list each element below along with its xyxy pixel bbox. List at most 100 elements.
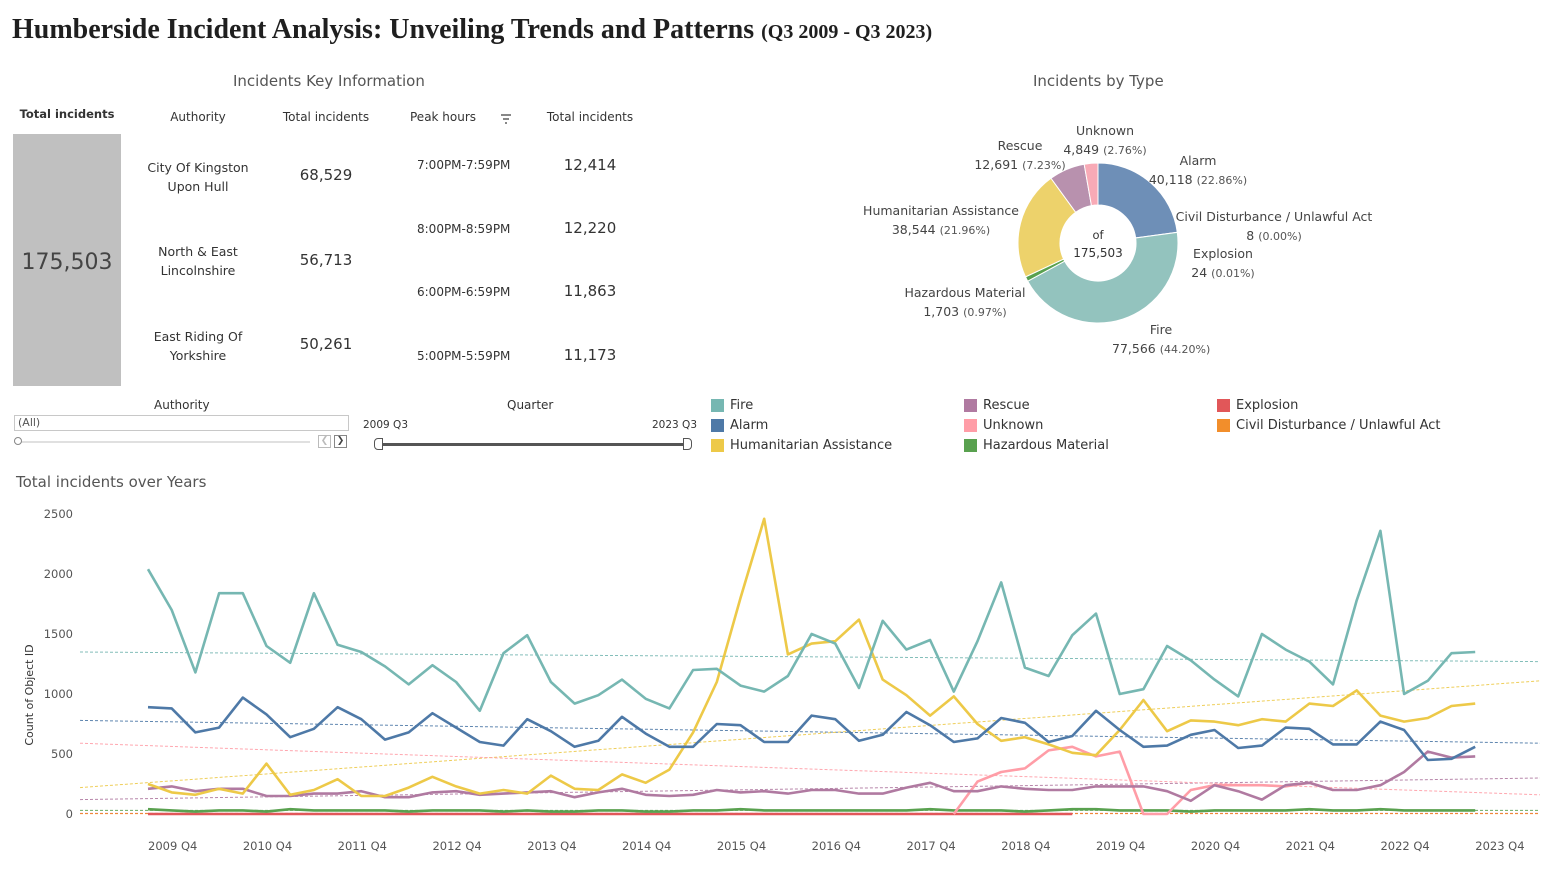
peak-hour[interactable]: 7:00PM-7:59PM <box>417 158 511 172</box>
legend-swatch <box>964 419 977 432</box>
quarter-slider-start-handle[interactable] <box>374 438 383 450</box>
series-line-hazardous-material[interactable] <box>147 807 1476 813</box>
legend-item-civil-disturbance[interactable]: Civil Disturbance / Unlawful Act <box>1217 418 1441 433</box>
x-tick-label: 2014 Q4 <box>622 839 671 853</box>
donut-label-explosion: Explosion 24 (0.01%) <box>1187 244 1259 283</box>
slice-value: 24 <box>1191 265 1208 280</box>
slice-value: 77,566 <box>1112 341 1156 356</box>
authority-filter-input[interactable]: (All) <box>14 415 349 431</box>
y-tick-label: 1000 <box>44 687 73 701</box>
x-tick-label: 2023 Q4 <box>1475 839 1524 853</box>
legend-label: Hazardous Material <box>983 438 1109 453</box>
trend-line <box>79 680 1541 789</box>
authority-name[interactable]: North & East Lincolnshire <box>158 244 238 278</box>
chevron-right-icon[interactable]: ❯ <box>334 435 347 448</box>
y-axis-label: Count of Object ID <box>23 644 36 745</box>
slice-name: Explosion <box>1193 246 1253 261</box>
x-tick-label: 2012 Q4 <box>432 839 481 853</box>
legend-item-unknown[interactable]: Unknown <box>964 418 1043 433</box>
slice-pct: (2.76%) <box>1103 144 1147 157</box>
peak-hour-total: 12,414 <box>563 156 617 174</box>
legend-item-hazardous[interactable]: Hazardous Material <box>964 438 1109 453</box>
slice-value: 40,118 <box>1148 172 1193 187</box>
x-tick-label: 2020 Q4 <box>1191 839 1240 853</box>
series-line-alarm[interactable] <box>147 696 1476 762</box>
x-tick-label: 2017 Q4 <box>906 839 955 853</box>
authority-filter-label: Authority <box>154 398 210 412</box>
legend-item-explosion[interactable]: Explosion <box>1217 398 1298 413</box>
authority-name[interactable]: City Of Kingston Upon Hull <box>147 160 249 194</box>
slice-name: Rescue <box>997 138 1043 153</box>
authority-slider-handle[interactable] <box>14 437 22 445</box>
series-line-fire[interactable] <box>146 529 1476 713</box>
authority-total: 68,529 <box>299 166 353 184</box>
authority-total: 56,713 <box>299 251 353 269</box>
slice-value: 4,849 <box>1063 142 1100 157</box>
x-tick-label: 2013 Q4 <box>527 839 576 853</box>
peak-hour[interactable]: 6:00PM-6:59PM <box>417 285 511 299</box>
legend-label: Humanitarian Assistance <box>730 438 893 453</box>
series-line-rescue[interactable] <box>147 750 1476 803</box>
total-incidents-box[interactable] <box>13 134 121 386</box>
trend-line <box>79 777 1541 801</box>
x-tick-label: 2018 Q4 <box>1001 839 1050 853</box>
slice-name: Unknown <box>1075 123 1135 138</box>
slice-pct: (7.23%) <box>1022 159 1066 172</box>
quarter-slider-end-handle[interactable] <box>683 438 692 450</box>
y-tick-label: 500 <box>51 747 73 761</box>
authority-name[interactable]: East Riding Of Yorkshire <box>153 329 243 363</box>
authority-header: Authority <box>170 110 226 124</box>
y-tick-label: 2000 <box>44 567 73 581</box>
slice-value: 12,691 <box>974 157 1019 172</box>
slice-name: Humanitarian Assistance <box>863 203 1019 218</box>
x-tick-label: 2009 Q4 <box>148 839 197 853</box>
legend-swatch <box>964 399 977 412</box>
title-period: (Q3 2009 - Q3 2023) <box>761 21 933 43</box>
legend-label: Explosion <box>1236 398 1299 413</box>
line-chart-title: Total incidents over Years <box>16 473 207 491</box>
y-tick-label: 1500 <box>44 627 73 641</box>
x-tick-label: 2019 Q4 <box>1096 839 1145 853</box>
peak-hour-total: 11,173 <box>563 346 617 364</box>
donut-slice-fire[interactable] <box>1027 231 1179 324</box>
incidents-by-type-donut[interactable] <box>1000 145 1196 341</box>
chevron-left-icon[interactable]: ❮ <box>318 435 331 448</box>
legend-item-alarm[interactable]: Alarm <box>711 418 768 433</box>
peak-hour[interactable]: 8:00PM-8:59PM <box>417 222 511 236</box>
slice-pct: (44.20%) <box>1159 343 1211 356</box>
legend-label: Fire <box>730 398 754 413</box>
series-line-unknown[interactable] <box>952 745 1334 816</box>
legend-item-humanitarian[interactable]: Humanitarian Assistance <box>711 438 892 453</box>
legend-swatch <box>964 439 977 452</box>
sort-icon[interactable] <box>499 110 513 124</box>
incidents-line-chart[interactable]: Count of Object ID 0 500 1000 1500 2000 2500 2… <box>0 490 1554 865</box>
donut-label-fire: Fire 77,566 (44.20%) <box>1112 320 1210 359</box>
slice-value: 38,544 <box>891 222 936 237</box>
legend-label: Rescue <box>983 398 1030 413</box>
quarter-range-slider[interactable] <box>378 443 688 446</box>
legend-item-fire[interactable]: Fire <box>711 398 753 413</box>
trend-line <box>79 651 1541 663</box>
title-main: Humberside Incident Analysis: Unveiling … <box>12 14 755 45</box>
slice-pct: (21.96%) <box>939 224 991 237</box>
legend-swatch <box>711 399 724 412</box>
legend-item-rescue[interactable]: Rescue <box>964 398 1030 413</box>
trend-line <box>79 742 1541 796</box>
slice-pct: (0.97%) <box>963 306 1007 319</box>
x-tick-label: 2016 Q4 <box>812 839 861 853</box>
series-line-humanitarian-assistance[interactable] <box>147 517 1476 798</box>
peak-hour[interactable]: 5:00PM-5:59PM <box>417 349 511 363</box>
donut-slice-alarm[interactable] <box>1097 162 1178 239</box>
x-tick-label: 2022 Q4 <box>1380 839 1429 853</box>
trend-line <box>79 719 1541 744</box>
donut-center-of: of <box>1092 228 1104 242</box>
slice-pct: (0.00%) <box>1258 230 1302 243</box>
x-tick-label: 2021 Q4 <box>1286 839 1335 853</box>
legend-label: Unknown <box>983 418 1044 433</box>
quarter-filter-label: Quarter <box>507 398 554 412</box>
authority-slider-track[interactable] <box>14 441 310 443</box>
legend-swatch <box>1217 419 1230 432</box>
donut-slice-unknown[interactable] <box>1083 162 1099 207</box>
donut-label-rescue: Rescue 12,691 (7.23%) <box>970 136 1070 175</box>
authority-total: 50,261 <box>299 335 353 353</box>
